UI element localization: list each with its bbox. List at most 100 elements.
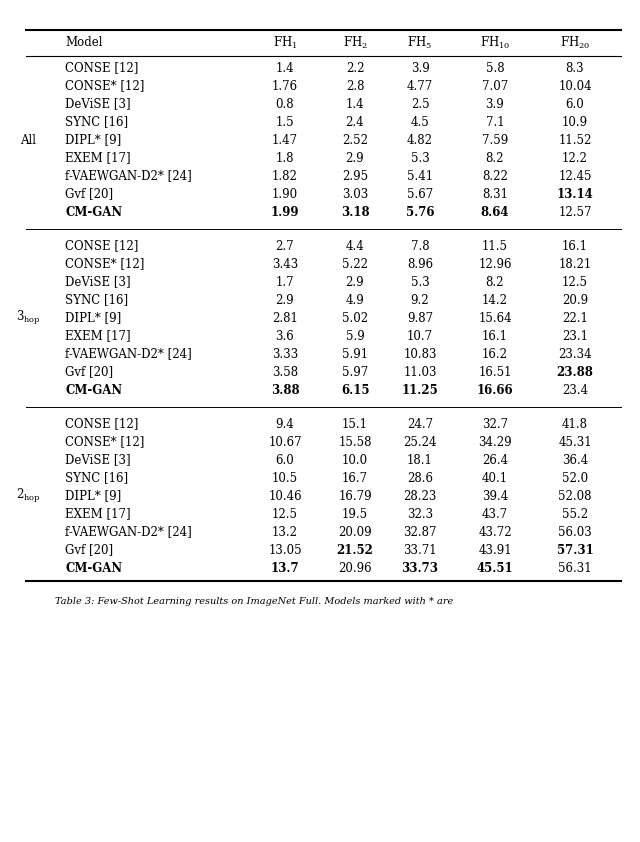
Text: 5.67: 5.67 <box>407 188 433 200</box>
Text: 36.4: 36.4 <box>562 454 588 466</box>
Text: 12.2: 12.2 <box>562 152 588 164</box>
Text: CONSE* [12]: CONSE* [12] <box>65 435 145 449</box>
Text: 2.95: 2.95 <box>342 169 368 183</box>
Text: EXEM [17]: EXEM [17] <box>65 152 131 164</box>
Text: 8.2: 8.2 <box>486 275 504 289</box>
Text: 3.33: 3.33 <box>272 348 298 360</box>
Text: 23.1: 23.1 <box>562 329 588 343</box>
Text: 3.88: 3.88 <box>271 383 300 397</box>
Text: 9.4: 9.4 <box>276 418 294 430</box>
Text: 11.25: 11.25 <box>402 383 438 397</box>
Text: CONSE [12]: CONSE [12] <box>65 61 138 74</box>
Text: CONSE [12]: CONSE [12] <box>65 239 138 253</box>
Text: 23.4: 23.4 <box>562 383 588 397</box>
Text: 11.52: 11.52 <box>558 134 592 147</box>
Text: CM-GAN: CM-GAN <box>65 205 122 219</box>
Text: 10.0: 10.0 <box>342 454 368 466</box>
Text: 6.0: 6.0 <box>566 98 584 110</box>
Text: 24.7: 24.7 <box>407 418 433 430</box>
Text: 15.64: 15.64 <box>478 312 512 324</box>
Text: 1.76: 1.76 <box>272 79 298 93</box>
Text: 2.2: 2.2 <box>346 61 364 74</box>
Text: 8.3: 8.3 <box>566 61 584 74</box>
Text: 13.14: 13.14 <box>557 188 593 200</box>
Text: 4.4: 4.4 <box>346 239 364 253</box>
Text: 43.91: 43.91 <box>478 543 512 557</box>
Text: 7.1: 7.1 <box>486 115 504 129</box>
Text: Gvf [20]: Gvf [20] <box>65 365 113 379</box>
Text: 2.4: 2.4 <box>346 115 364 129</box>
Text: 1.5: 1.5 <box>276 115 294 129</box>
Text: 56.31: 56.31 <box>558 562 592 574</box>
Text: 56.03: 56.03 <box>558 525 592 539</box>
Text: 15.58: 15.58 <box>339 435 372 449</box>
Text: $2_{\mathrm{hop}}$: $2_{\mathrm{hop}}$ <box>15 487 40 505</box>
Text: 7.07: 7.07 <box>482 79 508 93</box>
Text: 52.0: 52.0 <box>562 472 588 484</box>
Text: 5.22: 5.22 <box>342 258 368 270</box>
Text: 2.7: 2.7 <box>276 239 294 253</box>
Text: $\mathrm{FH}_{20}$: $\mathrm{FH}_{20}$ <box>560 35 590 51</box>
Text: 8.2: 8.2 <box>486 152 504 164</box>
Text: 8.31: 8.31 <box>482 188 508 200</box>
Text: 2.52: 2.52 <box>342 134 368 147</box>
Text: 9.2: 9.2 <box>411 294 429 306</box>
Text: 1.4: 1.4 <box>346 98 364 110</box>
Text: 1.90: 1.90 <box>272 188 298 200</box>
Text: DIPL* [9]: DIPL* [9] <box>65 489 121 503</box>
Text: 28.23: 28.23 <box>403 489 436 503</box>
Text: 0.8: 0.8 <box>276 98 294 110</box>
Text: 57.31: 57.31 <box>557 543 593 557</box>
Text: 45.31: 45.31 <box>558 435 592 449</box>
Text: 12.96: 12.96 <box>478 258 512 270</box>
Text: 32.7: 32.7 <box>482 418 508 430</box>
Text: 52.08: 52.08 <box>558 489 592 503</box>
Text: Gvf [20]: Gvf [20] <box>65 188 113 200</box>
Text: 28.6: 28.6 <box>407 472 433 484</box>
Text: 1.8: 1.8 <box>276 152 294 164</box>
Text: 16.2: 16.2 <box>482 348 508 360</box>
Text: CONSE* [12]: CONSE* [12] <box>65 79 145 93</box>
Text: 16.1: 16.1 <box>562 239 588 253</box>
Text: 20.09: 20.09 <box>338 525 372 539</box>
Text: DeViSE [3]: DeViSE [3] <box>65 98 131 110</box>
Text: 5.76: 5.76 <box>406 205 435 219</box>
Text: 13.05: 13.05 <box>268 543 302 557</box>
Text: 4.9: 4.9 <box>346 294 364 306</box>
Text: 11.5: 11.5 <box>482 239 508 253</box>
Text: 14.2: 14.2 <box>482 294 508 306</box>
Text: 45.51: 45.51 <box>477 562 513 574</box>
Text: 5.91: 5.91 <box>342 348 368 360</box>
Text: 3.9: 3.9 <box>411 61 429 74</box>
Text: 12.5: 12.5 <box>272 508 298 520</box>
Text: 3.6: 3.6 <box>276 329 294 343</box>
Text: 16.79: 16.79 <box>338 489 372 503</box>
Text: 5.97: 5.97 <box>342 365 368 379</box>
Text: DeViSE [3]: DeViSE [3] <box>65 454 131 466</box>
Text: $\mathrm{FH}_{1}$: $\mathrm{FH}_{1}$ <box>273 35 298 51</box>
Text: 16.7: 16.7 <box>342 472 368 484</box>
Text: 1.47: 1.47 <box>272 134 298 147</box>
Text: CONSE* [12]: CONSE* [12] <box>65 258 145 270</box>
Text: 3.58: 3.58 <box>272 365 298 379</box>
Text: 21.52: 21.52 <box>337 543 373 557</box>
Text: 5.8: 5.8 <box>486 61 504 74</box>
Text: 43.7: 43.7 <box>482 508 508 520</box>
Text: 2.5: 2.5 <box>411 98 429 110</box>
Text: 18.1: 18.1 <box>407 454 433 466</box>
Text: 7.59: 7.59 <box>482 134 508 147</box>
Text: 5.3: 5.3 <box>411 275 429 289</box>
Text: 10.46: 10.46 <box>268 489 302 503</box>
Text: 26.4: 26.4 <box>482 454 508 466</box>
Text: f-VAEWGAN-D2* [24]: f-VAEWGAN-D2* [24] <box>65 169 192 183</box>
Text: 20.96: 20.96 <box>338 562 372 574</box>
Text: 1.99: 1.99 <box>271 205 300 219</box>
Text: 5.9: 5.9 <box>346 329 364 343</box>
Text: 25.24: 25.24 <box>403 435 436 449</box>
Text: 3.03: 3.03 <box>342 188 368 200</box>
Text: f-VAEWGAN-D2* [24]: f-VAEWGAN-D2* [24] <box>65 348 192 360</box>
Text: 32.87: 32.87 <box>403 525 436 539</box>
Text: 16.1: 16.1 <box>482 329 508 343</box>
Text: SYNC [16]: SYNC [16] <box>65 472 128 484</box>
Text: SYNC [16]: SYNC [16] <box>65 294 128 306</box>
